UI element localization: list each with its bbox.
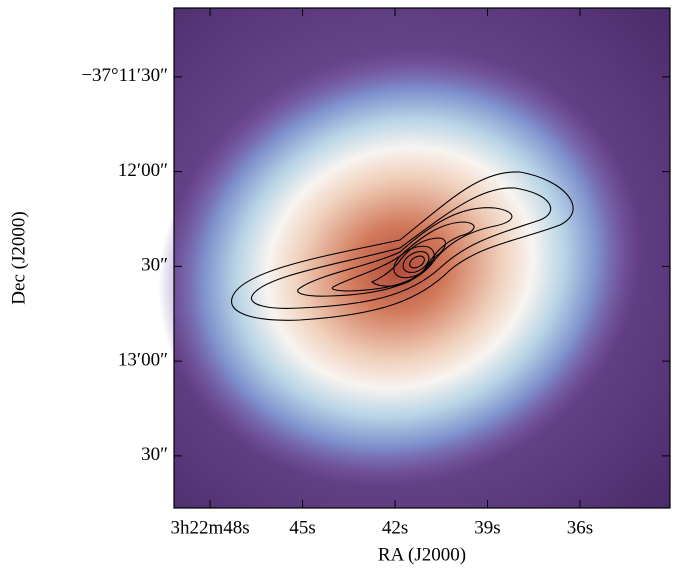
plot-frame	[173, 7, 671, 509]
y-tick-label: 30″	[141, 255, 168, 276]
y-tick-label: 12′00″	[118, 160, 168, 181]
contours	[231, 171, 574, 321]
y-tick-label: −37°11′30″	[81, 65, 168, 86]
sky-image	[158, 8, 670, 508]
x-tick-label: 3h22m48s	[170, 517, 249, 538]
y-tick-label: 13′00″	[118, 349, 168, 370]
x-axis-label: RA (J2000)	[378, 544, 466, 565]
y-tick-label: 30″	[141, 444, 168, 465]
x-tick-label: 39s	[474, 517, 500, 538]
y-axis-label: Dec (J2000)	[8, 211, 29, 304]
x-tick-label: 45s	[289, 517, 315, 538]
x-tick-label: 42s	[382, 517, 408, 538]
x-tick-label: 36s	[567, 517, 593, 538]
